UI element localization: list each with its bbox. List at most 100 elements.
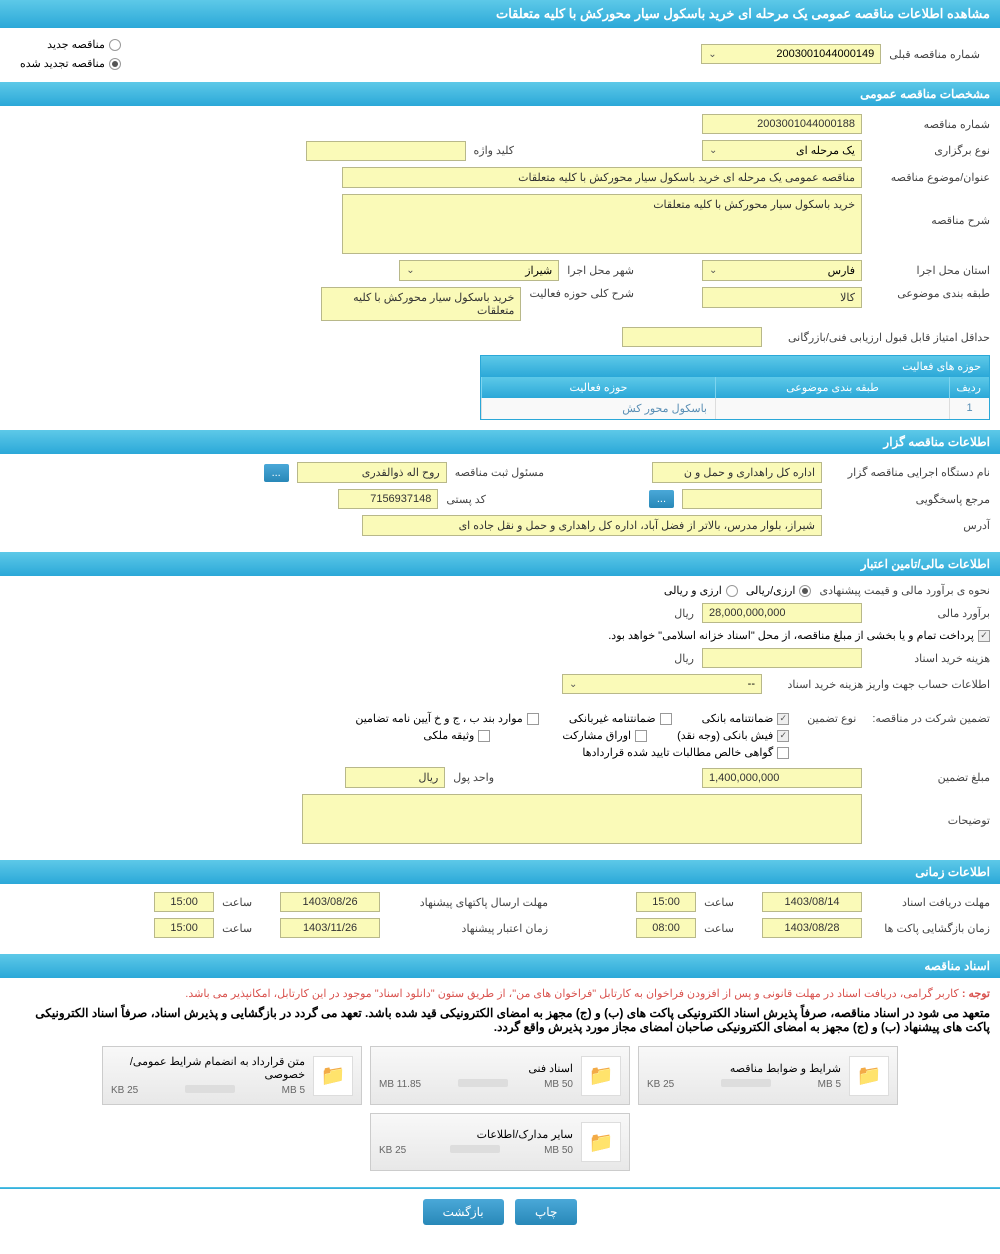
notice-text: کاربر گرامی، دریافت اسناد در مهلت قانونی… [185, 988, 959, 1000]
postal-field: 7156937148 [338, 489, 438, 509]
min-score-field[interactable] [622, 327, 762, 347]
file-title: سایر مدارک/اطلاعات [379, 1128, 573, 1141]
file-title: شرایط و ضوابط مناقصه [647, 1062, 841, 1075]
treasury-checkbox[interactable]: پرداخت تمام و یا بخشی از مبلغ مناقصه، از… [608, 629, 990, 642]
responder-label: مرجع پاسخگویی [830, 493, 990, 506]
file-card[interactable]: 📁 سایر مدارک/اطلاعات 50 MB 25 KB [370, 1113, 630, 1171]
registrar-label: مسئول ثبت مناقصه [455, 466, 544, 479]
activity-col-category: طبقه بندی موضوعی [715, 377, 949, 398]
file-size: 25 KB [111, 1085, 138, 1096]
checkbox-bank-guarantee[interactable]: ضمانتنامه بانکی [702, 712, 790, 725]
unit-label: واحد پول [453, 771, 494, 784]
submit-deadline-time: 15:00 [154, 892, 214, 912]
activity-row: 1 باسکول محور کش [481, 398, 989, 419]
file-limit: 5 MB [282, 1085, 305, 1096]
checkbox-cash[interactable]: فیش بانکی (وجه نقد) [677, 729, 789, 742]
time-label-2: ساعت [222, 896, 252, 909]
back-button[interactable]: بازگشت [423, 1199, 504, 1225]
guarantee-amount-label: مبلغ تضمین [870, 771, 990, 784]
province-dropdown[interactable]: فارس ⌄ [702, 260, 862, 281]
holding-type-label: نوع برگزاری [870, 144, 990, 157]
opening-date: 1403/08/28 [762, 918, 862, 938]
doc-fee-field[interactable] [702, 648, 862, 668]
folder-icon: 📁 [581, 1056, 621, 1096]
checkbox-regulation[interactable]: موارد بند ب ، ج و خ آیین نامه تضامین [355, 712, 538, 725]
guarantee-type-label: نوع تضمین [807, 712, 856, 725]
section-documents: اسناد مناقصه [0, 954, 1000, 978]
prev-tender-dropdown[interactable]: 2003001044000149 ⌄ [701, 44, 881, 64]
rial-unit-2: ریال [674, 652, 694, 665]
file-limit: 5 MB [818, 1079, 841, 1090]
radio-new-tender[interactable]: مناقصه جدید [20, 38, 121, 51]
print-button[interactable]: چاپ [515, 1199, 577, 1225]
time-label: ساعت [704, 896, 734, 909]
file-size: 25 KB [647, 1079, 674, 1090]
page-title: مشاهده اطلاعات مناقصه عمومی یک مرحله ای … [0, 0, 1000, 28]
account-dropdown[interactable]: -- ⌄ [562, 674, 762, 694]
address-field: شیراز، بلوار مدرس، بالاتر از فضل آباد، ا… [362, 515, 822, 536]
title-field: مناقصه عمومی یک مرحله ای خرید باسکول سیا… [342, 167, 862, 188]
file-card[interactable]: 📁 اسناد فنی 50 MB 11.85 MB [370, 1046, 630, 1105]
province-label: استان محل اجرا [870, 264, 990, 277]
radio-currency-foreign[interactable]: ارزی و ریالی [664, 584, 738, 597]
activity-scope-label: شرح کلی حوزه فعالیت [529, 287, 634, 300]
postal-label: کد پستی [446, 493, 485, 506]
time-label-4: ساعت [222, 922, 252, 935]
address-label: آدرس [830, 519, 990, 532]
folder-icon: 📁 [849, 1056, 889, 1096]
activity-table-title: حوزه های فعالیت [481, 356, 989, 377]
receive-deadline-date: 1403/08/14 [762, 892, 862, 912]
checkbox-nonbank-guarantee[interactable]: ضمانتنامه غیربانکی [569, 712, 672, 725]
guarantee-amount-field: 1,400,000,000 [702, 768, 862, 788]
estimate-method-label: نحوه ی برآورد مالی و قیمت پیشنهادی [819, 584, 990, 597]
file-size: 11.85 MB [379, 1079, 421, 1090]
activity-col-activity: حوزه فعالیت [481, 377, 715, 398]
radio-currency-rial[interactable]: ارزی/ریالی [746, 584, 812, 597]
prev-tender-label: شماره مناقصه قبلی [889, 48, 980, 61]
file-card[interactable]: 📁 متن قرارداد به انضمام شرایط عمومی/خصوص… [102, 1046, 362, 1105]
validity-date: 1403/11/26 [280, 918, 380, 938]
min-score-label: حداقل امتیاز قابل قبول ارزیابی فنی/بازرگ… [770, 331, 990, 344]
guarantee-label: تضمین شرکت در مناقصه: [872, 712, 990, 725]
opening-label: زمان بازگشایی پاکت ها [870, 922, 990, 935]
org-field: اداره کل راهداری و حمل و ن [652, 462, 822, 483]
checkbox-cert[interactable]: گواهی خالص مطالبات تایید شده قراردادها [582, 746, 789, 759]
file-size: 25 KB [379, 1145, 406, 1156]
tender-number-field: 2003001044000188 [702, 114, 862, 134]
responder-field[interactable] [682, 489, 822, 509]
keyword-field[interactable] [306, 141, 466, 161]
registrar-field: روح اله ذوالقدری [297, 462, 447, 483]
tender-number-label: شماره مناقصه [870, 118, 990, 131]
checkbox-bonds[interactable]: اوراق مشارکت [562, 729, 647, 742]
holding-type-dropdown[interactable]: یک مرحله ای ⌄ [702, 140, 862, 161]
notes-label: توضیحات [870, 794, 990, 827]
city-label: شهر محل اجرا [567, 264, 634, 277]
section-financial: اطلاعات مالی/تامین اعتبار [0, 552, 1000, 576]
file-limit: 50 MB [544, 1145, 573, 1156]
section-timing: اطلاعات زمانی [0, 860, 1000, 884]
chevron-down-icon: ⌄ [709, 265, 717, 276]
category-field: کالا [702, 287, 862, 308]
validity-label: زمان اعتبار پیشنهاد [388, 922, 548, 935]
title-label: عنوان/موضوع مناقصه [870, 171, 990, 184]
file-title: اسناد فنی [379, 1062, 573, 1075]
radio-renewed-tender[interactable]: مناقصه تجدید شده [20, 57, 121, 70]
section-general: مشخصات مناقصه عمومی [0, 82, 1000, 106]
doc-fee-label: هزینه خرید اسناد [870, 652, 990, 665]
city-dropdown[interactable]: شیراز ⌄ [399, 260, 559, 281]
notes-field[interactable] [302, 794, 862, 844]
submit-deadline-label: مهلت ارسال پاکتهای پیشنهاد [388, 896, 548, 909]
time-label-3: ساعت [704, 922, 734, 935]
file-card[interactable]: 📁 شرایط و ضوابط مناقصه 5 MB 25 KB [638, 1046, 898, 1105]
receive-deadline-time: 15:00 [636, 892, 696, 912]
notice-prefix: توجه : [959, 988, 990, 1000]
account-label: اطلاعات حساب جهت واریز هزینه خرید اسناد [770, 678, 990, 691]
chevron-down-icon: ⌄ [406, 265, 414, 276]
description-field: خرید باسکول سیار محورکش با کلیه متعلقات [342, 194, 862, 254]
chevron-down-icon: ⌄ [569, 679, 577, 690]
estimate-field: 28,000,000,000 [702, 603, 862, 623]
folder-icon: 📁 [581, 1122, 621, 1162]
responder-more-button[interactable]: ... [649, 490, 674, 508]
registrar-more-button[interactable]: ... [264, 464, 289, 482]
checkbox-property[interactable]: وثیقه ملکی [423, 729, 490, 742]
